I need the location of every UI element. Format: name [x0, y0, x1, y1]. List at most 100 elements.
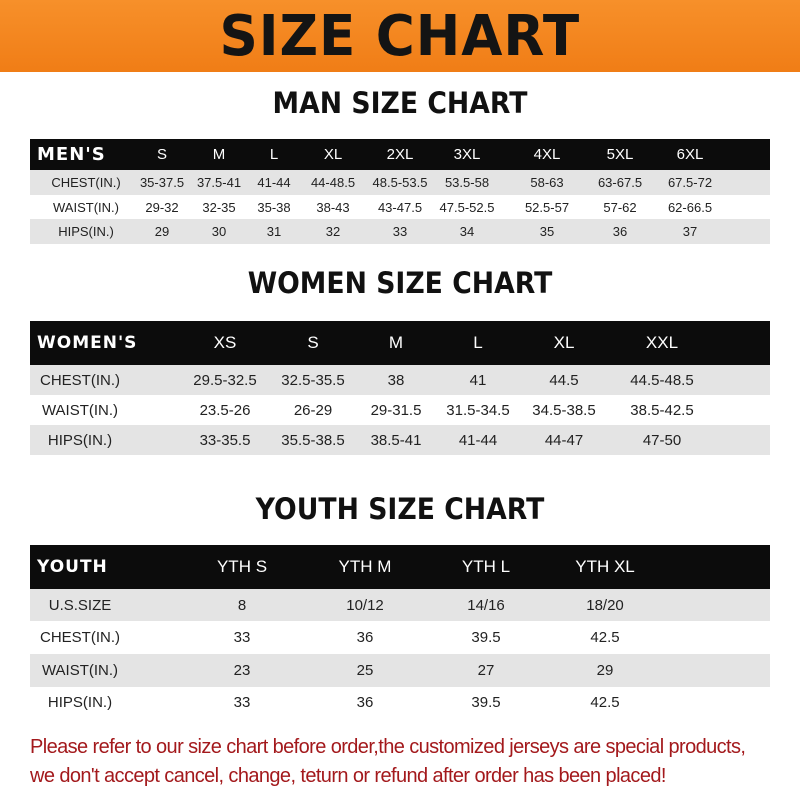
table-cell: 27 — [477, 662, 495, 679]
table-cell: 29 — [154, 224, 170, 239]
table-cell: 39.5 — [471, 629, 501, 646]
table-cell: 44-48.5 — [310, 175, 356, 190]
row-label: CHEST(IN.) — [51, 175, 121, 190]
table-cell: 30 — [211, 224, 227, 239]
table-cell: 52.5-57 — [524, 199, 570, 215]
row-label: HIPS(IN.) — [47, 694, 113, 711]
size-header-cell: XXL — [645, 333, 679, 352]
size-header-cell: S — [156, 146, 168, 163]
size-chart-banner: SIZE CHART — [0, 0, 800, 72]
table-cell: 38.5-41 — [370, 431, 422, 449]
size-header-cell: M — [212, 146, 226, 163]
table-cell: 8 — [237, 596, 247, 614]
table-cell: 32-35 — [202, 199, 236, 215]
table-cell: 35.5-38.5 — [281, 431, 345, 449]
table-cell: 35 — [539, 224, 555, 239]
size-header-cell: S — [307, 333, 319, 352]
table-cell: 58-63 — [530, 175, 564, 190]
table-cell: 23.5-26 — [199, 401, 251, 419]
table-cell: 10/12 — [346, 596, 384, 614]
youth-size-chart-title: YOUTH SIZE CHART — [255, 492, 545, 526]
table-cell: 47-50 — [642, 431, 682, 449]
table-cell: 29.5-32.5 — [193, 371, 257, 389]
size-header-cell: YTH M — [338, 557, 392, 576]
table-cell: 33-35.5 — [199, 431, 251, 449]
table-row: HIPS(IN.) 33 36 39.5 42.5 — [30, 687, 770, 718]
table-header-row: WOMEN'S XS S M L XL XXL — [30, 321, 770, 365]
table-cell: 36 — [612, 224, 628, 239]
table-row: WAIST(IN.) 23 25 27 29 — [30, 654, 770, 687]
table-cell: 33 — [233, 629, 251, 646]
table-cell: 42.5 — [590, 629, 620, 646]
table-row: CHEST(IN.) 35-37.5 37.5-41 41-44 44-48.5 48.5… — [30, 170, 770, 195]
size-header-cell: YTH L — [461, 557, 511, 576]
size-header-cell: YTH XL — [575, 557, 635, 576]
table-cell: 48.5-53.5 — [372, 175, 428, 190]
table-cell: 57-62 — [603, 199, 637, 215]
table-cell: 63-67.5 — [597, 175, 643, 190]
size-header-cell: XL — [553, 333, 575, 352]
size-header-cell: M — [388, 333, 404, 352]
table-cell: 41-44 — [257, 175, 291, 190]
table-row: WAIST(IN.) 23.5-26 26-29 29-31.5 31.5-34.5 34… — [30, 395, 770, 425]
table-header-label: YOUTH — [37, 557, 108, 577]
size-header-cell: 2XL — [386, 146, 414, 163]
row-label: CHEST(IN.) — [40, 371, 120, 389]
table-row: HIPS(IN.) 33-35.5 35.5-38.5 38.5-41 41-44 44-… — [30, 425, 770, 455]
row-label: WAIST(IN.) — [41, 662, 119, 679]
table-cell: 34 — [459, 224, 475, 239]
row-label: WAIST(IN.) — [53, 199, 119, 215]
table-cell: 43-47.5 — [377, 199, 423, 215]
table-cell: 38-43 — [316, 199, 350, 215]
size-header-cell: 4XL — [533, 146, 561, 163]
table-row: U.S.SIZE 8 10/12 14/16 18/20 — [30, 589, 770, 621]
table-cell: 26-29 — [293, 401, 333, 419]
size-header-cell: XL — [323, 146, 343, 163]
table-cell: 39.5 — [471, 694, 501, 711]
row-label: HIPS(IN.) — [47, 431, 113, 449]
table-header-label: MEN'S — [37, 144, 106, 165]
table-cell: 33 — [233, 694, 251, 711]
row-label: WAIST(IN.) — [41, 401, 119, 419]
size-header-cell: L — [269, 146, 279, 163]
table-cell: 35-37.5 — [139, 175, 185, 190]
table-cell: 53.5-58 — [444, 175, 490, 190]
table-cell: 14/16 — [467, 596, 505, 614]
table-cell: 44.5-48.5 — [630, 371, 694, 389]
size-header-cell: 5XL — [606, 146, 634, 163]
size-header-cell: 3XL — [453, 146, 481, 163]
table-cell: 31.5-34.5 — [446, 401, 510, 419]
row-label: U.S.SIZE — [48, 596, 112, 614]
table-cell: 23 — [233, 662, 251, 679]
table-header-row: YOUTH YTH S YTH M YTH L YTH XL — [30, 545, 770, 589]
order-notice-line-2: we don't accept cancel, change, teturn o… — [30, 765, 666, 787]
size-header-cell: L — [473, 333, 483, 352]
table-header-label: WOMEN'S — [37, 333, 138, 353]
table-row: CHEST(IN.) 33 36 39.5 42.5 — [30, 621, 770, 654]
table-cell: 31 — [266, 224, 282, 239]
table-cell: 37.5-41 — [196, 175, 242, 190]
page-title: SIZE CHART — [219, 3, 581, 69]
order-notice-line-1: Please refer to our size chart before or… — [30, 736, 746, 758]
table-cell: 29-31.5 — [370, 401, 422, 419]
table-cell: 42.5 — [590, 694, 620, 711]
table-cell: 32.5-35.5 — [281, 371, 345, 389]
table-cell: 32 — [325, 224, 341, 239]
row-label: CHEST(IN.) — [40, 629, 120, 646]
table-cell: 44-47 — [544, 431, 584, 449]
women-size-chart-title: WOMEN SIZE CHART — [247, 266, 553, 300]
table-cell: 36 — [356, 694, 374, 711]
size-header-cell: 6XL — [676, 146, 704, 163]
row-label: HIPS(IN.) — [58, 224, 114, 239]
order-notice: Please refer to our size chart before or… — [30, 733, 790, 791]
men-size-chart-title: MAN SIZE CHART — [272, 86, 528, 120]
table-cell: 62-66.5 — [667, 199, 713, 215]
table-cell: 41 — [469, 371, 487, 389]
size-header-cell: YTH S — [216, 557, 268, 576]
table-cell: 38.5-42.5 — [630, 401, 694, 419]
table-cell: 29-32 — [145, 199, 179, 215]
table-cell: 37 — [682, 224, 698, 239]
table-row: WAIST(IN.) 29-32 32-35 35-38 38-43 43-47.5 47.… — [30, 195, 770, 219]
table-cell: 44.5 — [549, 371, 579, 389]
table-cell: 41-44 — [458, 431, 498, 449]
